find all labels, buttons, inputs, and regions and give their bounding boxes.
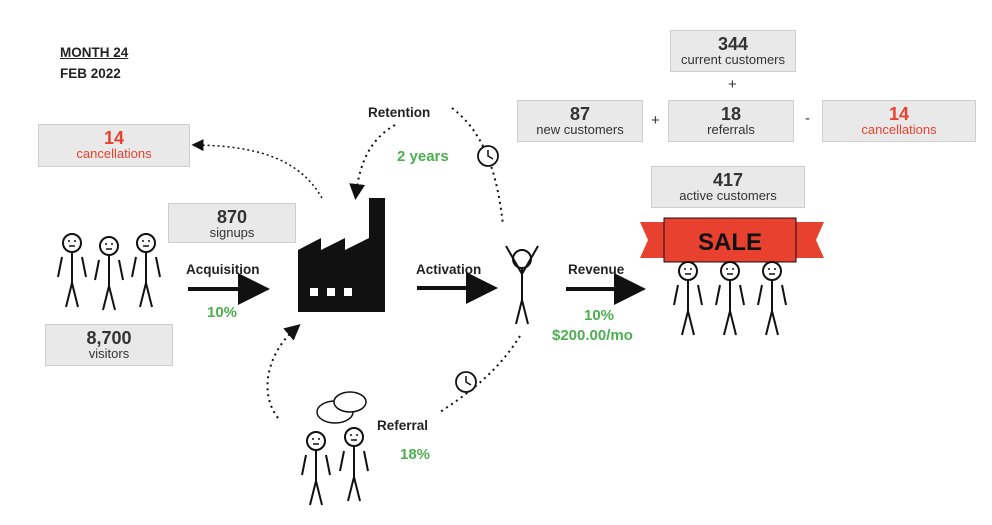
sale-banner-illustration bbox=[640, 217, 824, 336]
signups-label: signups bbox=[209, 225, 255, 240]
referral-clock-icon bbox=[455, 371, 477, 393]
visitors-value: 8,700 bbox=[86, 328, 132, 348]
right-cancellations-box: 14 cancellations bbox=[822, 100, 976, 142]
minus-operator: - bbox=[805, 110, 810, 127]
plus-operator-top: + bbox=[728, 76, 737, 93]
current-customers-label: current customers bbox=[680, 52, 786, 67]
activated-person-illustration bbox=[505, 245, 539, 325]
factory-icon bbox=[298, 198, 385, 312]
cancellation-dotted-arrow bbox=[191, 139, 323, 199]
active-customers-value: 417 bbox=[712, 170, 744, 190]
referrals-value: 18 bbox=[720, 104, 742, 124]
retention-clock-icon bbox=[477, 145, 499, 167]
left-cancellations-value: 14 bbox=[103, 128, 125, 148]
sale-banner-text: SALE bbox=[698, 229, 762, 256]
referral-dotted-arrow-up bbox=[266, 324, 301, 419]
new-customers-label: new customers bbox=[536, 122, 624, 137]
referrals-box: 18 referrals bbox=[668, 100, 794, 142]
right-cancellations-value: 14 bbox=[888, 104, 910, 124]
acquisition-rate: 10% bbox=[207, 304, 238, 321]
retention-dotted-arrow-right bbox=[451, 107, 504, 226]
retention-dotted-arrow-left bbox=[349, 124, 396, 200]
activation-title: Activation bbox=[416, 262, 482, 277]
signups-box: 870 signups bbox=[168, 203, 296, 243]
referral-people-illustration bbox=[301, 391, 369, 506]
signups-value: 870 bbox=[216, 207, 248, 227]
date-label: FEB 2022 bbox=[60, 66, 121, 81]
plus-operator-mid: + bbox=[651, 112, 660, 129]
visitors-people-illustration bbox=[57, 233, 161, 311]
month-label: MONTH 24 bbox=[60, 45, 129, 60]
referrals-label: referrals bbox=[707, 122, 755, 137]
revenue-price: $200.00/mo bbox=[552, 327, 633, 344]
retention-duration: 2 years bbox=[397, 148, 449, 165]
revenue-title: Revenue bbox=[568, 262, 625, 277]
new-customers-box: 87 new customers bbox=[517, 100, 643, 142]
new-customers-value: 87 bbox=[569, 104, 591, 124]
active-customers-label: active customers bbox=[679, 188, 777, 203]
referral-title: Referral bbox=[377, 418, 429, 433]
referral-dotted-curve bbox=[439, 335, 521, 413]
revenue-rate: 10% bbox=[584, 307, 615, 324]
active-customers-box: 417 active customers bbox=[651, 166, 805, 208]
referral-rate: 18% bbox=[400, 446, 431, 463]
current-customers-value: 344 bbox=[717, 34, 749, 54]
visitors-label: visitors bbox=[88, 346, 130, 361]
current-customers-box: 344 current customers bbox=[670, 30, 796, 72]
right-cancellations-label: cancellations bbox=[861, 122, 937, 137]
visitors-box: 8,700 visitors bbox=[45, 324, 173, 366]
left-cancellations-box: 14 cancellations bbox=[38, 124, 190, 167]
retention-title: Retention bbox=[368, 105, 431, 120]
left-cancellations-label: cancellations bbox=[76, 146, 152, 161]
